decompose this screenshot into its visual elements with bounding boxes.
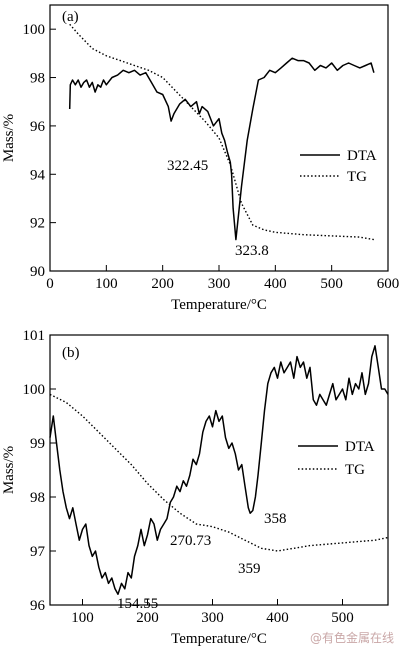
legend-label-tg: TG	[345, 462, 365, 478]
peak-annotation: 154.55	[117, 596, 158, 612]
y-tick-label: 98	[30, 71, 45, 87]
y-tick-label: 100	[23, 22, 46, 38]
series-line-dta	[68, 57, 375, 241]
y-tick-label: 90	[30, 264, 45, 280]
x-axis-label: Temperature/°C	[171, 297, 267, 313]
plot-frame	[49, 334, 389, 606]
x-tick-label: 300	[201, 610, 224, 626]
x-tick-label: 500	[320, 276, 343, 292]
y-tick-label: 101	[23, 328, 46, 344]
y-axis-label: Mass/%	[1, 446, 17, 494]
watermark: @有色金属在线	[310, 630, 394, 645]
peak-annotation: 270.73	[170, 533, 211, 549]
chart-panel-b: 100 200 300 400 500 96 97 98 99 100 101 Temperature…	[1, 328, 389, 647]
panel-label: (b)	[62, 345, 80, 361]
legend-label-dta: DTA	[347, 148, 377, 164]
peak-annotation: 322.45	[167, 158, 208, 174]
series-line-dta	[49, 345, 389, 595]
x-tick-label: 100	[95, 276, 118, 292]
y-tick-label: 92	[30, 216, 45, 232]
plot-frame	[49, 4, 389, 272]
y-tick-label: 100	[23, 382, 46, 398]
x-tick-label: 200	[151, 276, 174, 292]
panel-label: (a)	[62, 9, 79, 25]
y-axis-label: Mass/%	[1, 114, 17, 162]
x-tick-label: 100	[71, 610, 94, 626]
y-tick-label: 97	[30, 544, 46, 560]
y-tick-label: 99	[30, 436, 45, 452]
chart-panel-a: 0 100 200 300 400 500 600 90 92 94 96 98 100 Temperat…	[1, 4, 400, 313]
x-axis-label: Temperature/°C	[171, 631, 267, 647]
peak-annotation: 358	[264, 511, 287, 527]
legend-label-tg: TG	[347, 169, 367, 185]
peak-annotation: 359	[238, 561, 261, 577]
y-tick-label: 96	[30, 598, 46, 614]
x-tick-label: 600	[377, 276, 400, 292]
y-tick-label: 96	[30, 119, 46, 135]
y-tick-label: 98	[30, 490, 45, 506]
series-line-tg	[49, 393, 389, 552]
peak-annotation: 323.8	[235, 243, 269, 259]
x-tick-label: 200	[136, 610, 159, 626]
y-tick-label: 94	[30, 167, 46, 183]
x-tick-label: 300	[208, 276, 231, 292]
x-tick-label: 500	[331, 610, 354, 626]
x-tick-label: 400	[266, 610, 289, 626]
x-tick-label: 0	[46, 276, 54, 292]
x-tick-label: 400	[264, 276, 287, 292]
legend-label-dta: DTA	[345, 439, 375, 455]
